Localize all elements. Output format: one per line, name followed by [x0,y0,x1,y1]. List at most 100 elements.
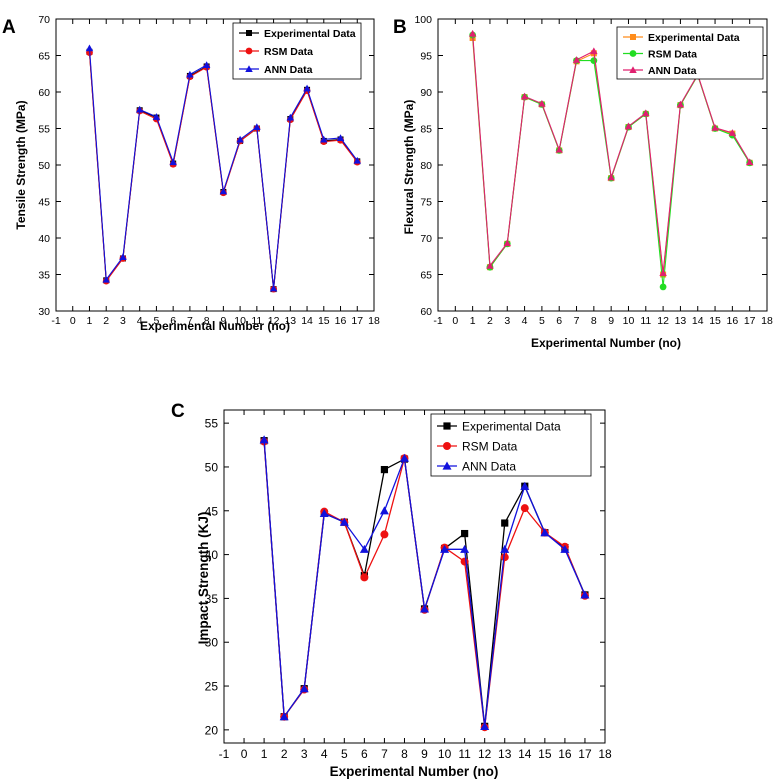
x-tick-label: 12 [268,315,280,327]
series-line [263,439,586,727]
data-point [336,134,345,141]
data-point [728,129,737,136]
data-point [319,508,329,518]
series-line [263,440,586,727]
data-point [461,529,469,538]
x-tick-label: 3 [504,315,510,327]
legend-marker [442,461,452,470]
data-point [590,47,598,55]
y-tick-label: 65 [38,51,50,63]
x-tick-label: 5 [153,315,159,327]
y-tick-label: 70 [420,233,432,245]
legend-label: RSM Data [462,440,518,454]
chart-flexural-strength: B-1 0 1 2 3 4 5 6 7 8 9 10 11 12 13 14 15 16 17 18606570758… [393,14,773,350]
data-point [360,573,369,582]
data-point [299,684,309,693]
data-point [590,57,598,65]
y-tick-label: 60 [420,306,432,318]
x-tick-label: 4 [137,315,143,327]
data-point [339,517,349,526]
y-tick-label: 40 [205,548,219,562]
x-tick-label: 11 [640,315,651,327]
data-point [642,109,650,117]
panel-letter: A [2,17,16,38]
data-point [500,553,509,562]
data-point [555,145,563,153]
x-tick-label: 5 [341,747,348,761]
data-point [420,604,430,613]
y-tick-label: 35 [205,592,219,606]
data-point [380,530,389,539]
x-tick-label: 7 [381,747,388,761]
y-tick-label: 90 [420,87,432,99]
legend-marker [246,30,252,36]
data-point [624,122,633,130]
y-axis-title: Tensile Strength (MPa) [14,100,28,229]
data-point [186,70,194,78]
x-tick-label: 11 [458,747,471,761]
data-point [538,99,546,107]
x-tick-label: 4 [321,747,328,761]
y-tick-label: 55 [38,124,50,136]
x-tick-label: 14 [518,747,532,761]
legend-label: RSM Data [264,46,313,58]
x-tick-label: 3 [120,315,126,327]
y-tick-label: 40 [38,233,50,245]
x-tick-label: 14 [301,315,313,327]
data-point [580,590,590,599]
legend-marker [630,34,636,40]
y-axis-title: Impact Strength (KJ) [196,512,211,645]
data-point [676,100,685,108]
x-tick-label: -1 [219,747,230,761]
x-tick-label: 6 [556,315,562,327]
x-tick-label: 0 [70,315,76,327]
x-tick-label: 18 [368,315,380,327]
data-point [520,481,530,490]
series-line [263,441,586,728]
data-point [152,113,161,120]
series-line [88,48,358,289]
y-tick-label: 95 [420,51,432,63]
x-tick-label: 11 [251,315,262,327]
data-point [468,29,477,37]
y-tick-label: 50 [205,460,219,474]
y-tick-label: 55 [205,417,219,431]
legend-label: ANN Data [648,65,697,77]
y-tick-label: 45 [205,504,219,518]
x-tick-label: 18 [761,315,773,327]
data-point [501,519,509,527]
x-tick-label: 13 [284,315,296,327]
x-tick-label: 10 [438,747,452,761]
data-point [135,105,144,113]
legend-marker [443,422,451,430]
data-point [380,465,389,474]
data-point [353,156,362,164]
y-tick-label: 25 [205,680,219,694]
data-point [236,135,244,143]
y-axis-title: Flexural Strength (MPa) [402,100,416,235]
panel-letter: C [171,401,185,422]
data-point [279,712,289,721]
panel-letter: B [393,17,407,38]
data-point [460,544,470,553]
y-tick-label: 50 [38,160,50,172]
x-tick-label: 8 [591,315,597,327]
data-point [745,158,754,166]
data-point [253,123,261,131]
x-tick-label: 9 [421,747,428,761]
x-tick-label: 2 [487,315,493,327]
x-tick-label: 5 [539,315,545,327]
x-tick-label: 7 [187,315,193,327]
data-point [480,721,490,730]
x-tick-label: 16 [335,315,347,327]
x-tick-label: 15 [538,747,552,761]
data-point [102,275,110,283]
data-point [202,61,211,68]
data-point [440,544,450,553]
x-axis-title: Experimental Number (no) [140,319,290,333]
data-point [169,158,177,166]
y-tick-label: 75 [420,197,432,209]
legend-marker [443,442,451,450]
x-tick-label: -1 [433,315,442,327]
